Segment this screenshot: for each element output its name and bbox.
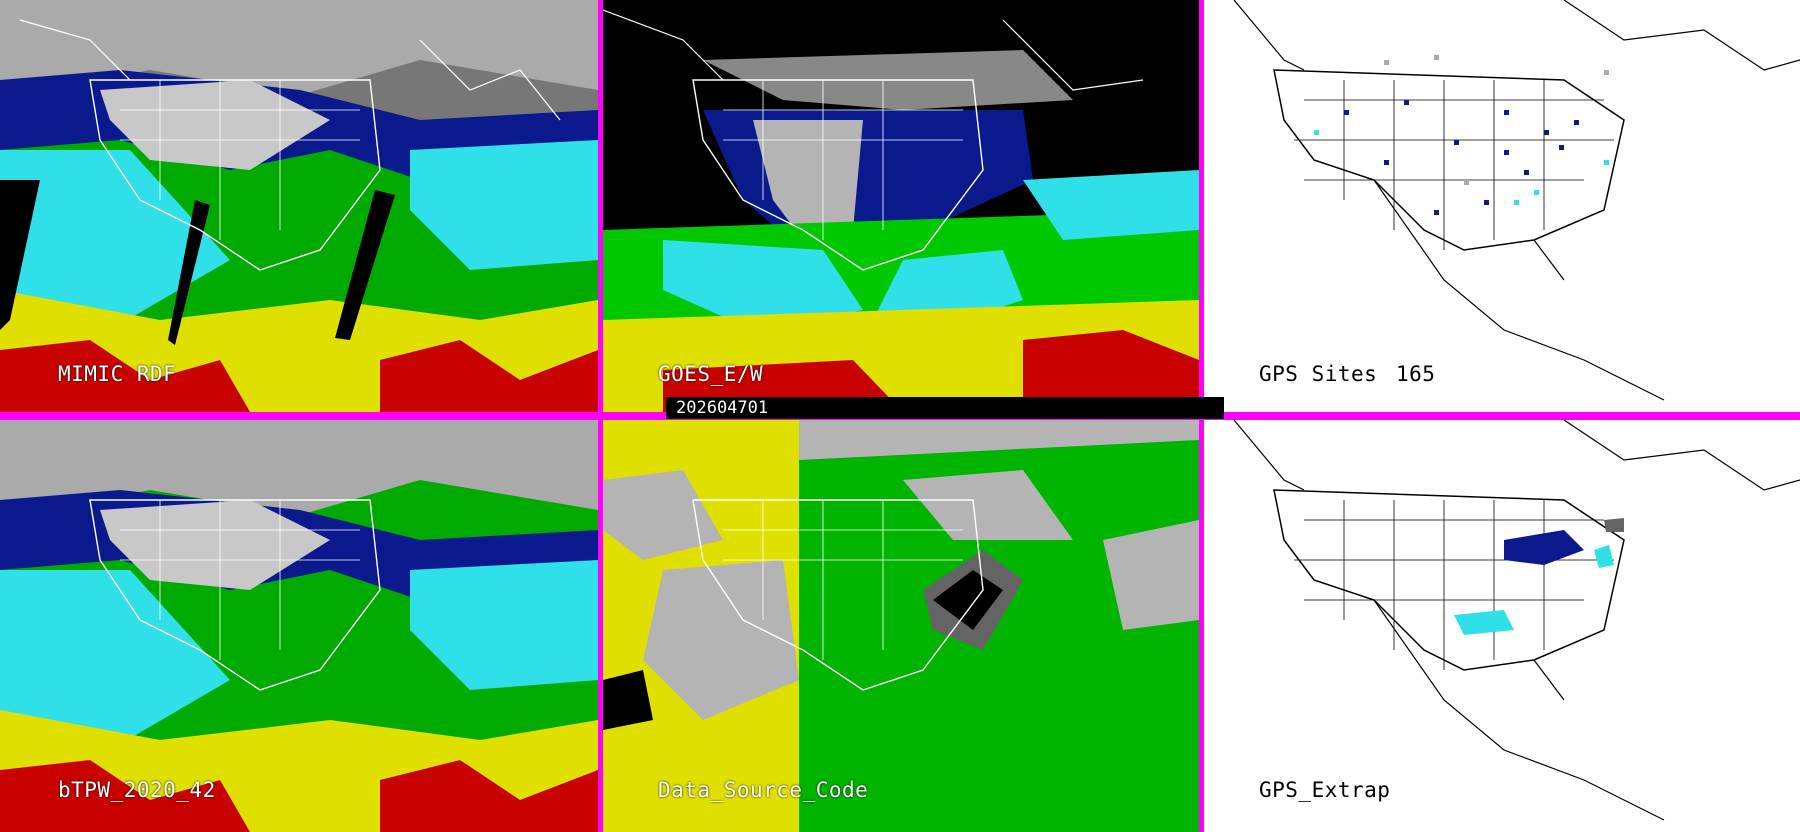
timestamp: 202604701	[676, 398, 769, 418]
panel-label: bTPW_2020_42	[58, 778, 216, 802]
gps-site-count: 165	[1396, 362, 1436, 386]
gps-sites-map	[1204, 0, 1800, 412]
panel-label: GPS_Extrap	[1259, 778, 1391, 802]
panel-gps-sites: GPS Sites 165	[1204, 0, 1800, 412]
panel-goes-ew: GOES_E/W	[603, 0, 1199, 412]
panel-label: GOES_E/W	[658, 362, 764, 386]
data-source-map	[603, 420, 1199, 832]
tpw-map-mimic	[0, 0, 598, 412]
panel-gps-extrap: GPS_Extrap	[1204, 420, 1800, 832]
panel-label: MIMIC RDF	[58, 362, 177, 386]
panel-mimic-rdf: MIMIC RDF	[0, 0, 598, 412]
timestamp-bar: 202604701	[666, 397, 1224, 419]
tpw-map-btpw	[0, 420, 598, 832]
panel-label: GPS Sites	[1259, 362, 1378, 386]
panel-btpw: bTPW_2020_42	[0, 420, 598, 832]
gps-extrap-map	[1204, 420, 1800, 832]
tpw-map-goes	[603, 0, 1199, 412]
panel-label: Data_Source_Code	[658, 778, 869, 802]
panel-data-source-code: Data_Source_Code	[603, 420, 1199, 832]
